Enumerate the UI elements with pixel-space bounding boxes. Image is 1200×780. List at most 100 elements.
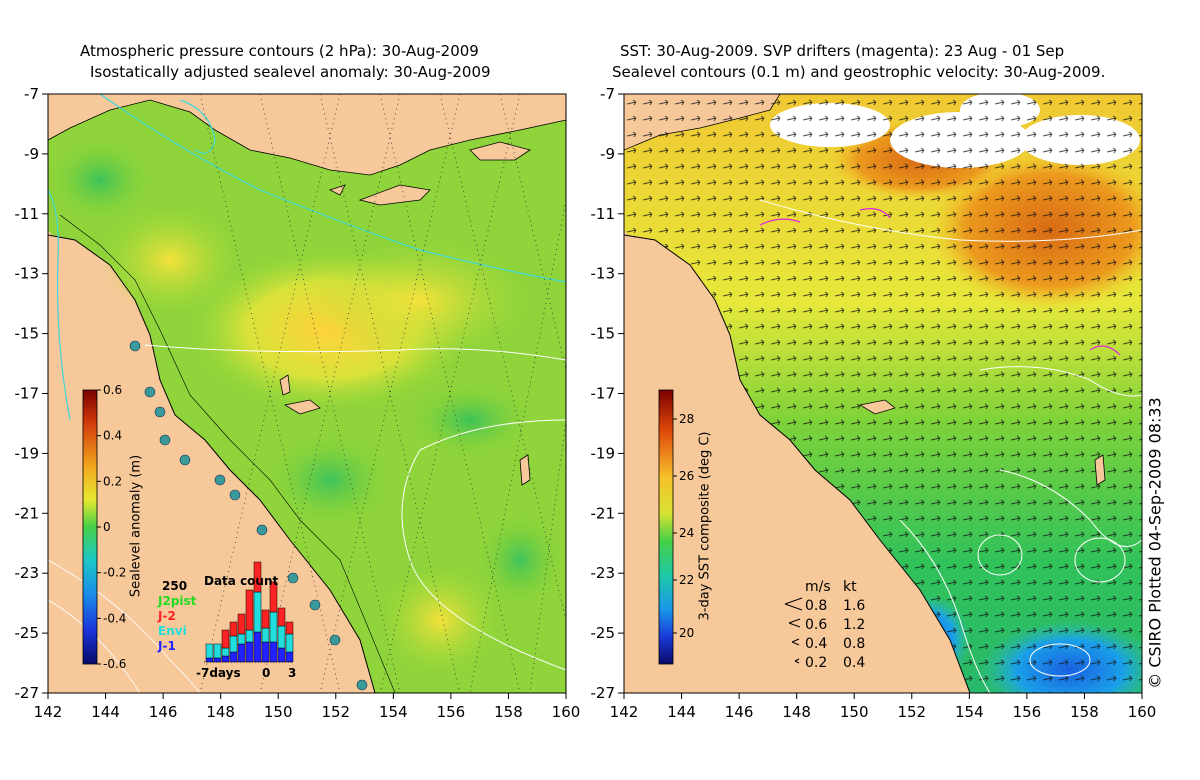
y-tick-label: -21 [591, 504, 616, 522]
y-tick-label: -23 [591, 564, 616, 582]
y-tick-label: -27 [15, 684, 40, 702]
data-count-bar [221, 629, 230, 649]
data-count-legend-item: J-1 [158, 639, 176, 653]
velocity-legend-row: 0.6 1.2 [805, 617, 866, 633]
data-count-xticks: -7days 0 3 [196, 666, 306, 682]
x-tick-label: 156 [1013, 703, 1042, 721]
left-png-land [48, 94, 566, 176]
data-count-bar [237, 643, 246, 663]
colorbar-tick-label: -0.4 [103, 611, 126, 625]
data-count-xtick: 0 [262, 666, 271, 680]
y-tick-label: -9 [600, 145, 615, 163]
y-tick-label: -15 [591, 325, 616, 343]
y-tick-label: -17 [15, 385, 40, 403]
data-count-xtick: -7days [196, 666, 241, 680]
colorbar-tick-label: 28 [679, 412, 694, 426]
y-tick-label: -11 [15, 205, 40, 223]
velocity-legend-row: 0.4 0.8 [805, 636, 866, 652]
data-count-bar [221, 647, 230, 657]
x-tick-label: 158 [1070, 703, 1099, 721]
left-title-line1: Atmospheric pressure contours (2 hPa): 3… [80, 42, 479, 60]
left-map-ocean-field [48, 94, 566, 693]
velocity-legend-row: 0.2 0.4 [805, 655, 866, 671]
data-count-bar [261, 627, 270, 643]
colorbar-tick-label: 0.4 [103, 429, 122, 443]
y-tick-label: -23 [15, 564, 40, 582]
y-tick-label: -25 [591, 624, 616, 642]
right-colorbar-ticks: 28 26 24 22 20 [673, 412, 694, 640]
data-count-ytick: 250 [162, 579, 188, 593]
x-tick-label: 142 [34, 703, 63, 721]
x-tick-label: 144 [91, 703, 120, 721]
data-count-bar [221, 655, 230, 663]
velocity-legend: m/s kt 0.8 1.6 0.6 1.2 0.4 0.8 0.2 0.4 [805, 578, 865, 673]
data-count-bar [277, 625, 286, 649]
data-count-bar [245, 629, 254, 643]
colorbar-tick-label: 0.2 [103, 474, 122, 488]
data-count-bar [237, 613, 246, 635]
right-map [624, 94, 1142, 693]
x-tick-label: 150 [840, 703, 869, 721]
x-tick-label: 144 [667, 703, 696, 721]
y-tick-label: -11 [591, 205, 616, 223]
data-count-bar [269, 641, 278, 663]
y-tick-label: -19 [591, 444, 616, 462]
data-count-bar [277, 607, 286, 627]
data-count-xtick: 3 [288, 666, 297, 680]
data-count-legend-item: Envi [158, 624, 187, 638]
x-tick-label: 160 [552, 703, 581, 721]
y-tick-label: -27 [591, 684, 616, 702]
data-count-bar [229, 621, 238, 637]
x-tick-label: 150 [264, 703, 293, 721]
x-tick-label: 148 [206, 703, 235, 721]
left-map [48, 94, 566, 693]
x-tick-label: 160 [1128, 703, 1157, 721]
colorbar-tick-label: 24 [679, 526, 694, 540]
velocity-legend-header-kt: kt [843, 579, 857, 595]
x-tick-label: 146 [149, 703, 178, 721]
y-tick-label: -25 [15, 624, 40, 642]
x-tick-label: 154 [955, 703, 984, 721]
y-tick-label: -13 [591, 265, 616, 283]
x-tick-label: 156 [437, 703, 466, 721]
colorbar-tick-label: -0.2 [103, 566, 126, 580]
left-colorbar [82, 389, 98, 665]
data-count-bar [245, 589, 254, 631]
data-count-bar [205, 657, 214, 663]
data-count-bar [261, 609, 270, 629]
colorbar-tick-label: 20 [679, 626, 694, 640]
y-tick-label: -19 [15, 444, 40, 462]
data-count-legend: J2pist J-2 Envi J-1 [158, 594, 196, 654]
data-count-bar [261, 641, 270, 663]
colorbar-tick-label: 26 [679, 469, 694, 483]
data-count-bar [237, 633, 246, 645]
data-count-bar [269, 611, 278, 643]
data-count-legend-item: J2pist [158, 594, 197, 608]
data-count-bar [229, 635, 238, 653]
left-title-line2: Isostatically adjusted sealevel anomaly:… [90, 63, 491, 81]
x-tick-label: 148 [782, 703, 811, 721]
colorbar-tick-label: -0.6 [103, 657, 126, 671]
colorbar-tick-label: 22 [679, 573, 694, 587]
y-tick-label: -7 [600, 85, 615, 103]
left-colorbar-ticks: 0.6 0.4 0.2 0 -0.2 -0.4 -0.6 [97, 383, 126, 671]
x-tick-label: 152 [897, 703, 926, 721]
colorbar-tick-label: 0.6 [103, 383, 122, 397]
data-count-bar [253, 631, 262, 663]
y-tick-label: -15 [15, 325, 40, 343]
data-count-bar [285, 651, 294, 663]
y-tick-label: -7 [24, 85, 39, 103]
left-colorbar-label: Sealevel anomaly (m) [128, 454, 144, 598]
data-count-legend-item: J-2 [158, 609, 176, 623]
data-count-bar [277, 647, 286, 663]
right-title-line1: SST: 30-Aug-2009. SVP drifters (magenta)… [620, 42, 1065, 60]
velocity-legend-row: 0.8 1.6 [805, 598, 866, 614]
x-tick-label: 142 [610, 703, 639, 721]
data-count-bar [285, 633, 294, 653]
left-map-land-background [48, 94, 566, 693]
data-count-bar [229, 651, 238, 663]
x-tick-label: 146 [725, 703, 754, 721]
velocity-legend-arrows [784, 597, 803, 664]
velocity-legend-header-ms: m/s [805, 579, 831, 595]
right-colorbar-label: 3-day SST composite (deg C) [697, 431, 713, 621]
